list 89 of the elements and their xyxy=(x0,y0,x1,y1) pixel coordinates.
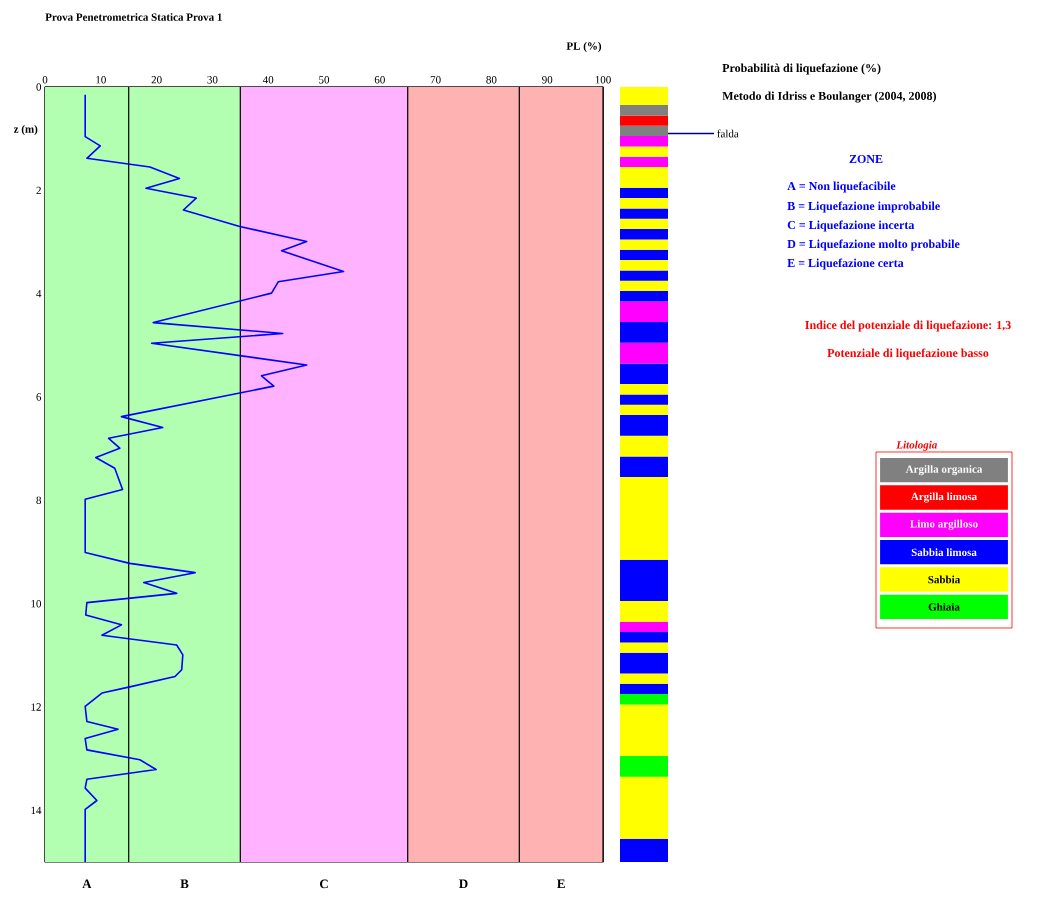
category-label: Sabbia xyxy=(928,575,961,584)
category-label: Sabbia limosa xyxy=(911,548,977,557)
y-tick-label: 0 xyxy=(36,83,42,91)
bar xyxy=(620,105,669,116)
bar xyxy=(620,394,669,405)
bar xyxy=(620,136,669,147)
bar xyxy=(620,187,669,199)
bar xyxy=(620,559,669,602)
bar xyxy=(620,87,669,106)
bar xyxy=(620,198,669,209)
bar xyxy=(620,218,669,230)
text: E = Liquefazione certa xyxy=(787,258,904,270)
bar xyxy=(620,229,669,240)
x-tick-label: 70 xyxy=(430,76,441,84)
bar xyxy=(620,115,669,126)
chart-title: Prova Penetrometrica Statica Prova 1 xyxy=(45,13,222,21)
text: Potenziale di liquefazione basso xyxy=(827,348,989,360)
bar xyxy=(620,156,669,168)
bar xyxy=(620,301,669,323)
bar xyxy=(620,415,669,436)
x-axis-title: PL (%) xyxy=(566,42,602,52)
bar xyxy=(620,435,669,457)
band-label: E xyxy=(557,879,565,889)
bar xyxy=(620,280,669,292)
line-series xyxy=(84,93,345,863)
text: B = Liquefazione improbabile xyxy=(787,201,940,213)
x-tick-label: 60 xyxy=(374,76,385,84)
bar xyxy=(620,456,669,478)
category-label: Limo argilloso xyxy=(910,519,978,530)
bar xyxy=(620,756,669,777)
y-tick-label: 8 xyxy=(36,496,42,505)
bar xyxy=(620,601,669,622)
bar xyxy=(620,249,669,261)
bar xyxy=(620,322,669,343)
category-label: Argilla limosa xyxy=(910,492,977,503)
x-tick-label: 100 xyxy=(595,76,611,84)
text: Probabilità di liquefazione (%) xyxy=(722,63,881,75)
bar xyxy=(620,673,669,684)
y-axis-title: z (m) xyxy=(13,125,38,135)
bar xyxy=(620,652,669,674)
x-tick-label: 30 xyxy=(207,76,218,84)
bar xyxy=(620,342,669,364)
bar xyxy=(620,270,669,281)
text: A = Non liquefacibile xyxy=(787,181,896,193)
text: Metodo di Idriss e Boulanger (2004, 2008) xyxy=(722,91,936,103)
category-label: Ghiaia xyxy=(928,602,960,611)
text: ZONE xyxy=(849,154,883,164)
bar xyxy=(620,632,669,643)
y-tick-label: 2 xyxy=(36,186,41,194)
bar xyxy=(620,125,669,137)
category-label: Argilla organica xyxy=(905,465,983,476)
band-label: A xyxy=(82,879,92,889)
bar xyxy=(620,776,669,839)
x-tick-label: 40 xyxy=(262,76,274,84)
x-tick-label: 0 xyxy=(42,76,48,84)
x-tick-label: 90 xyxy=(542,76,553,84)
x-tick-label: 20 xyxy=(151,76,162,84)
bar xyxy=(620,683,669,695)
bar xyxy=(620,146,669,157)
bar xyxy=(620,838,669,862)
bar xyxy=(620,167,669,188)
bar xyxy=(620,694,669,705)
bar xyxy=(620,363,669,385)
y-tick-label: 10 xyxy=(31,599,42,608)
band-label: C xyxy=(319,879,328,889)
bar xyxy=(620,260,669,271)
bar xyxy=(620,704,669,757)
x-tick-label: 50 xyxy=(319,76,330,84)
y-tick-label: 6 xyxy=(36,393,42,401)
text: Indice del potenziale di liquefazione: 1,3 xyxy=(805,320,1011,332)
x-tick-label: 10 xyxy=(96,76,106,84)
y-tick-label: 4 xyxy=(36,290,42,298)
band-label: D xyxy=(459,879,468,889)
text: D = Liquefazione molto probabile xyxy=(787,239,960,251)
y-tick-label: 14 xyxy=(31,806,42,814)
ref-line-label: falda xyxy=(717,129,739,138)
bar xyxy=(620,642,669,653)
bar xyxy=(620,239,669,250)
bar xyxy=(620,404,669,416)
text: C = Liquefazione incerta xyxy=(787,220,915,232)
text: Litologia xyxy=(896,440,938,451)
bar xyxy=(620,621,669,633)
bar xyxy=(620,384,669,395)
band-label: B xyxy=(180,879,189,889)
bar xyxy=(620,291,669,302)
x-tick-label: 80 xyxy=(486,76,497,84)
y-tick-label: 12 xyxy=(31,703,41,711)
bar xyxy=(620,208,669,219)
bar xyxy=(620,477,669,560)
